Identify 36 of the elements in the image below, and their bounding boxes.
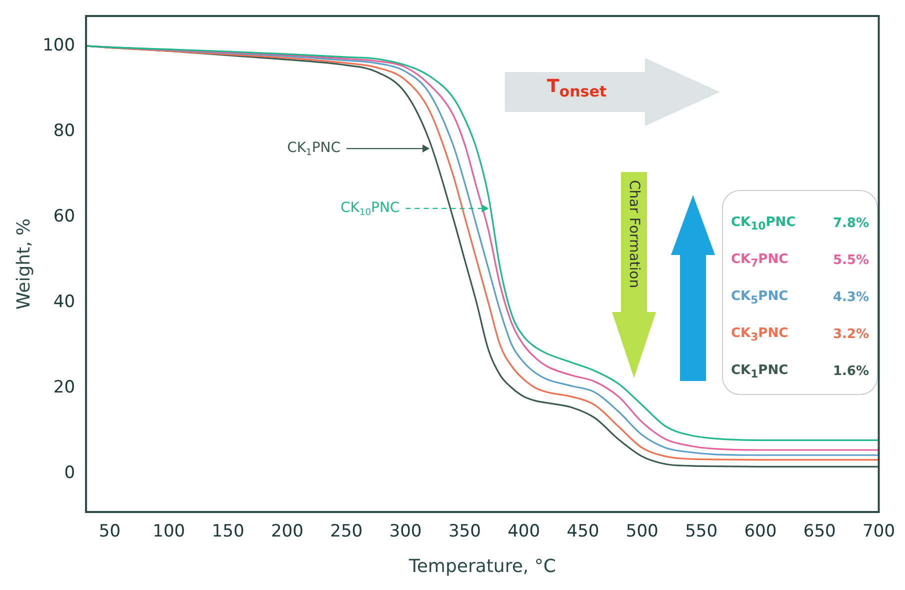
text: CK$_{3}$PNC — [731, 326, 788, 344]
x-tick-label: 450 — [566, 522, 600, 542]
x-tick-label: 500 — [626, 522, 658, 542]
x-tick-label: 650 — [803, 522, 836, 542]
x-tick-label: 50 — [98, 522, 121, 542]
text: CK$_{5}$PNC — [731, 288, 788, 306]
y-tick-label: 80 — [53, 120, 76, 141]
x-tick-label: 150 — [212, 522, 244, 542]
annotation: 1.6% — [832, 364, 869, 379]
y-tick-label: 40 — [53, 292, 76, 312]
annotation: 4.3% — [832, 290, 869, 305]
annotation: Char Formation — [626, 180, 642, 288]
x-tick-label: 200 — [270, 522, 304, 542]
annotation: 5.5% — [832, 253, 869, 268]
x-tick-label: 600 — [744, 522, 777, 542]
right-arrow: T$_{onset}$ — [505, 58, 720, 126]
y-tick-label: 100 — [42, 35, 76, 56]
annotation: 7.8% — [832, 216, 869, 231]
annotation: 3.2% — [832, 327, 869, 342]
text: CK$_{10}$PNC — [731, 214, 796, 232]
x-tick-label: 300 — [389, 522, 422, 542]
annotation: T$_{onset}$ — [547, 76, 607, 101]
y-tick-label: 60 — [53, 206, 76, 226]
x-tick-label: 250 — [330, 522, 363, 542]
y-tick-label: 20 — [53, 377, 76, 398]
text: CK$_{7}$PNC — [731, 252, 788, 270]
x-tick-label: 100 — [152, 522, 186, 542]
down-arrow: Char Formation — [612, 172, 656, 378]
x-tick-label: 700 — [862, 522, 896, 542]
x-tick-label: 550 — [685, 522, 718, 542]
text: CK$_{1}$PNC — [731, 362, 788, 380]
x-axis-title: Temperature, °C — [408, 556, 556, 577]
y-tick-label: 0 — [64, 462, 76, 483]
x-tick-label: 350 — [448, 522, 481, 542]
y-axis-title: Weight, % — [13, 218, 34, 310]
x-tick-label: 400 — [508, 522, 540, 542]
